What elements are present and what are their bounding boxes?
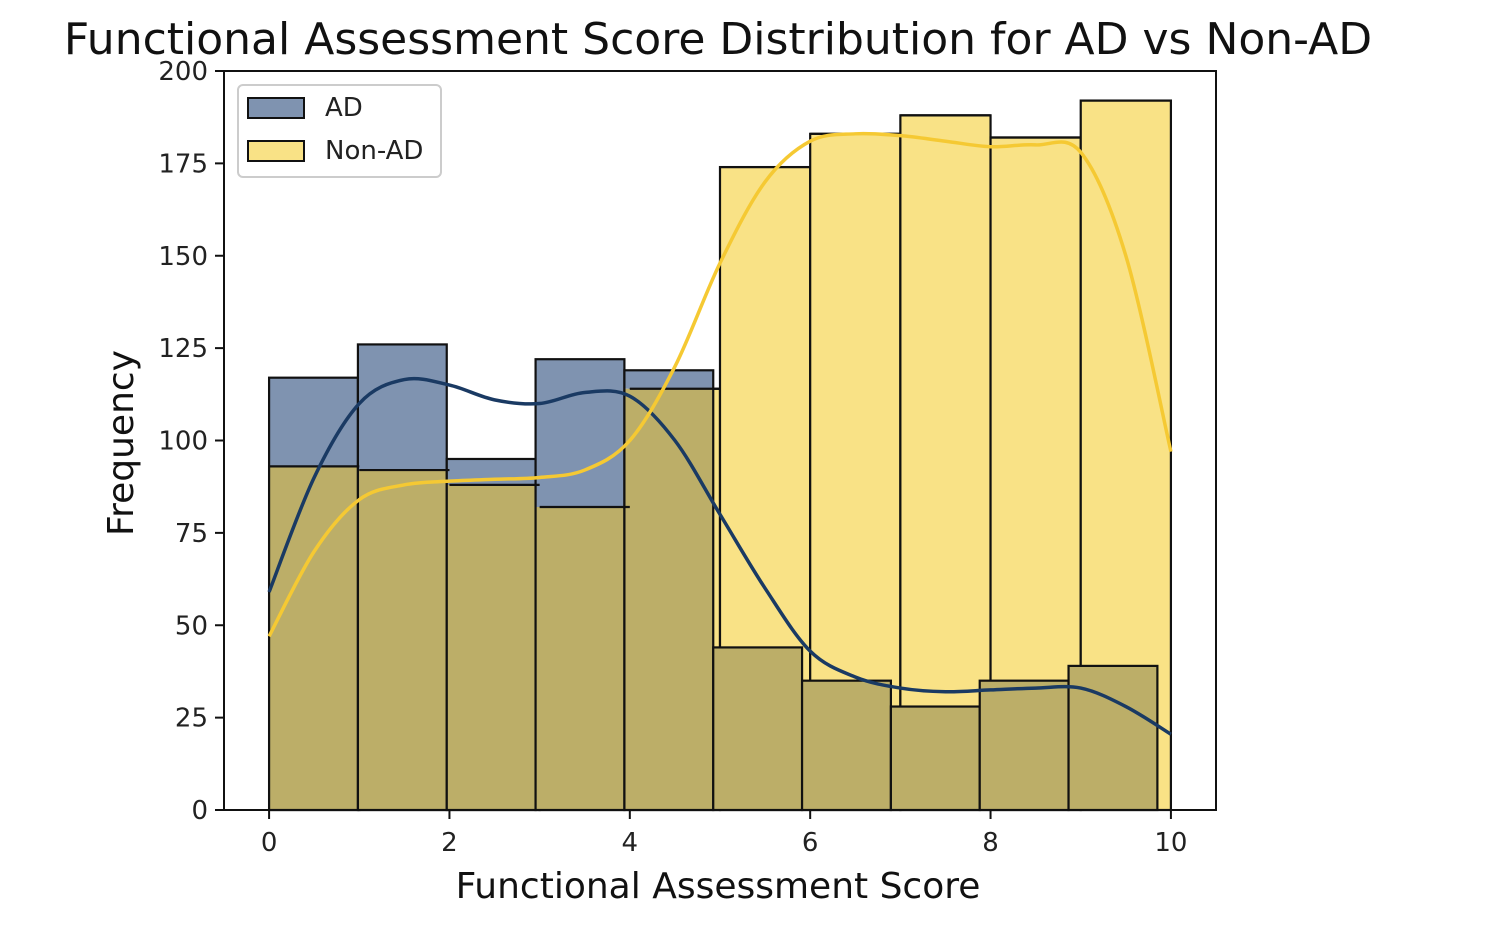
x-tick-label: 4	[622, 828, 639, 858]
x-tick-label: 10	[1154, 828, 1187, 858]
legend: AD Non-AD	[237, 84, 442, 178]
y-tick-label: 25	[175, 704, 208, 734]
y-tick-label: 200	[158, 57, 208, 87]
bar-overlap-segment	[979, 680, 1069, 810]
kde-line-non-ad	[267, 131, 1173, 638]
kde-line-ad	[267, 376, 1172, 736]
y-tick-label: 150	[158, 242, 208, 272]
y-tick-label: 0	[191, 796, 208, 826]
bar-overlap-segment	[535, 507, 625, 810]
legend-swatch-ad	[247, 97, 305, 119]
chart-title: Functional Assessment Score Distribution…	[64, 14, 1372, 65]
x-tick-label: 2	[441, 828, 458, 858]
y-axis-label: Frequency	[101, 350, 142, 536]
x-tick-label: 0	[261, 828, 278, 858]
y-tick-label: 175	[158, 149, 208, 179]
bar-overlap-segment	[446, 484, 536, 810]
bar-overlap-segment	[802, 680, 891, 810]
bar-overlap-segment	[713, 647, 803, 810]
y-tick-label: 100	[158, 427, 208, 457]
legend-label-non-ad: Non-AD	[325, 136, 423, 166]
x-axis-label: Functional Assessment Score	[456, 866, 981, 907]
bar-ad-segment	[357, 344, 447, 471]
bar-overlap-segment	[624, 388, 714, 810]
bar-ad-segment	[535, 359, 625, 508]
bar-overlap-segment	[357, 470, 447, 810]
y-tick-label: 75	[175, 519, 208, 549]
bar-overlap-segment	[890, 706, 980, 810]
bar-overlap-segment	[269, 466, 358, 810]
bar-non-ad	[899, 114, 992, 812]
legend-swatch-non-ad	[247, 140, 305, 162]
y-tick-label: 50	[175, 611, 208, 641]
legend-label-ad: AD	[325, 93, 363, 123]
y-tick-label: 125	[158, 334, 208, 364]
x-tick-label: 8	[982, 828, 999, 858]
x-tick-label: 6	[802, 828, 819, 858]
